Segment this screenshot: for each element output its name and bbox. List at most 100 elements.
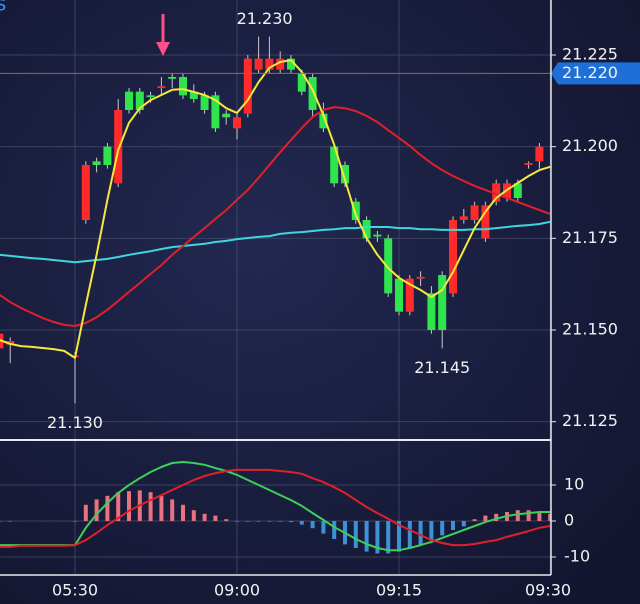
histogram-bar: [289, 521, 293, 523]
histogram-bar: [148, 492, 153, 521]
y-tick-label: 0: [564, 511, 574, 530]
last-price-label: 21.220: [562, 63, 618, 82]
candle-body: [254, 58, 263, 70]
candle-body: [179, 77, 187, 96]
histogram-bar: [386, 521, 391, 554]
histogram-bar: [159, 495, 164, 521]
histogram-bar: [548, 513, 551, 521]
x-tick-label: 09:00: [214, 581, 260, 600]
histogram-bar: [170, 499, 175, 521]
histogram-bar: [191, 510, 196, 521]
candle-body: [276, 58, 285, 70]
candle-body: [200, 95, 209, 110]
candle-body: [362, 220, 371, 239]
macd-panel: [0, 441, 551, 575]
x-tick-label: 09:30: [525, 581, 571, 600]
histogram-bar: [483, 515, 488, 521]
histogram-bar: [213, 515, 218, 521]
indicator-line: [0, 468, 551, 548]
histogram-bar: [181, 504, 185, 521]
axes: 21.225 21.200 21.175 21.150 21.125 05:30 09:00…: [52, 45, 640, 600]
histogram-bar: [526, 510, 531, 521]
indicator-line: [0, 461, 551, 552]
candle-body: [373, 234, 382, 237]
histogram-bar: [407, 521, 412, 548]
histogram-bar: [310, 521, 315, 529]
y-tick-label: 21.225: [562, 45, 618, 64]
histogram-bar: [397, 521, 401, 552]
candle-body: [481, 205, 490, 239]
histogram-bar: [105, 495, 110, 521]
candle-body: [168, 77, 177, 79]
histogram-bar: [245, 521, 250, 522]
candle-body: [524, 163, 533, 165]
indicator-line: [0, 59, 551, 359]
y-tick-label: 21.150: [562, 320, 618, 339]
histogram-bar: [472, 519, 477, 521]
candle-body: [341, 165, 349, 184]
candle-body: [319, 113, 328, 129]
candle-body: [135, 91, 144, 110]
histogram-bar: [256, 521, 261, 522]
candle-body: [189, 91, 198, 99]
candle-body: [222, 113, 231, 118]
candle-body: [243, 58, 252, 114]
y-tick-label: 21.175: [562, 228, 618, 247]
histogram-bar: [364, 521, 369, 552]
histogram-bar: [429, 521, 434, 541]
candle-body: [427, 293, 436, 330]
histogram-bar: [235, 521, 239, 522]
indicator-line: [0, 220, 551, 264]
histogram-bar: [8, 521, 13, 522]
candle-body: [287, 58, 295, 70]
y-tick-label: -10: [564, 547, 590, 566]
candle-body: [157, 86, 166, 88]
y-tick-label: 21.200: [562, 136, 618, 155]
candle-body: [308, 77, 317, 110]
histogram-bar: [537, 512, 542, 521]
candle-body: [103, 146, 112, 165]
price-annotation: 21.145: [414, 358, 470, 377]
x-tick-label: 09:15: [376, 581, 422, 600]
histogram-bar: [127, 491, 131, 521]
histogram-bar: [494, 513, 499, 521]
price-panel: [0, 0, 551, 440]
candle-body: [459, 216, 468, 220]
histogram-bar: [202, 513, 207, 521]
candle-body: [6, 341, 15, 345]
last-price-box: [551, 62, 640, 85]
histogram-bar: [267, 521, 272, 522]
histogram-bar: [418, 521, 423, 545]
candle-body: [384, 238, 393, 294]
candle-body: [449, 220, 457, 294]
candle-body: [351, 201, 360, 220]
candle-body: [416, 276, 425, 279]
candle-body: [146, 95, 155, 98]
candle-body: [92, 161, 101, 165]
x-tick-label: 05:30: [52, 581, 98, 600]
candle-body: [330, 146, 339, 184]
candle-body: [513, 183, 522, 198]
y-tick-label: 10: [564, 475, 584, 494]
y-tick-label: 21.125: [562, 411, 618, 430]
histogram-bar: [83, 504, 88, 521]
histogram-bar: [0, 521, 2, 522]
histogram-bar: [299, 521, 304, 525]
candle-body: [297, 73, 306, 92]
candle-body: [470, 205, 479, 220]
histogram-bar: [116, 492, 121, 521]
candle-body: [211, 95, 220, 129]
price-annotation: 21.130: [47, 413, 103, 432]
candle-body: [535, 146, 544, 162]
indicator-line: [0, 106, 551, 327]
candle-body: [438, 275, 447, 330]
candle-body: [265, 58, 274, 70]
histogram-bar: [375, 521, 380, 554]
histogram-bar: [321, 521, 326, 534]
candle-body: [395, 278, 403, 312]
histogram-bar: [461, 521, 466, 527]
candle-body: [81, 165, 90, 220]
histogram-bar: [440, 521, 445, 536]
